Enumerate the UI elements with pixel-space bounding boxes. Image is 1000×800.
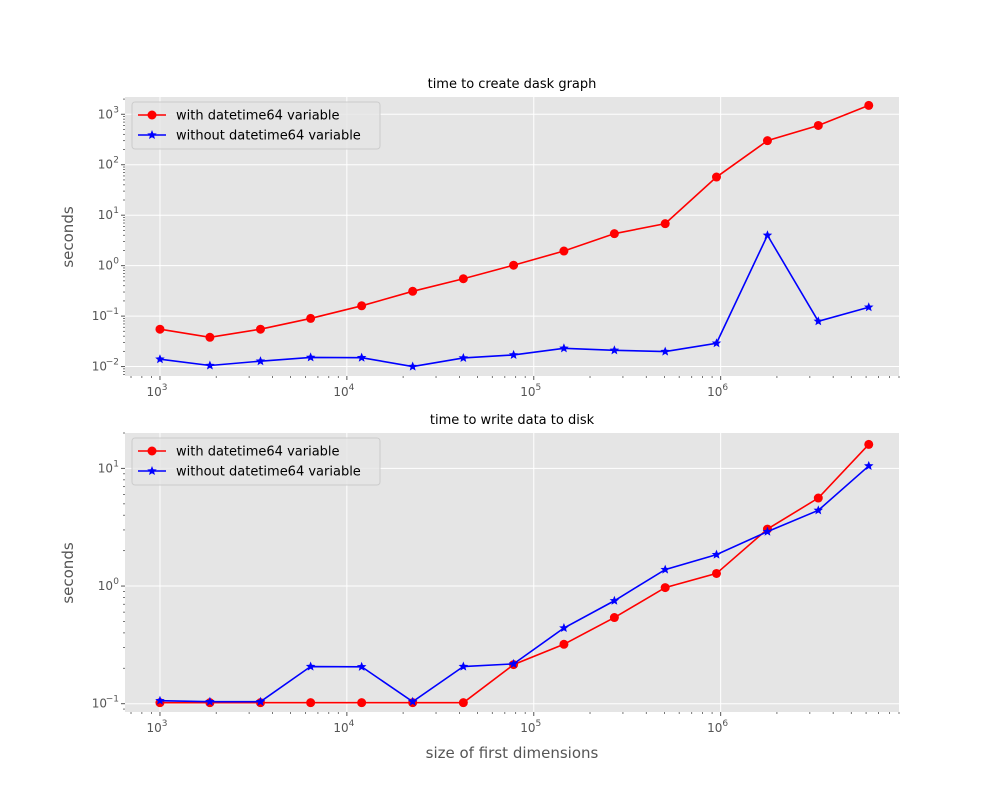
y-tick-label: 101 <box>98 206 119 222</box>
y-tick-label: 101 <box>98 459 119 475</box>
data-point <box>306 313 316 323</box>
panel-write-data-to-disk: time to write data to disk seconds size … <box>59 413 900 762</box>
data-point <box>205 696 215 706</box>
legend-marker <box>147 110 157 120</box>
data-point <box>559 639 569 649</box>
legend: with datetime64 variable without datetime… <box>131 437 381 486</box>
chart-title: time to create dask graph <box>428 77 597 92</box>
x-tick-label: 104 <box>333 719 354 735</box>
x-tick-label: 106 <box>707 719 728 735</box>
data-point <box>155 354 165 364</box>
data-point <box>864 302 874 312</box>
x-tick-label: 105 <box>520 719 541 735</box>
data-point <box>255 696 266 706</box>
panel-create-dask-graph: time to create dask graph seconds 103 104… <box>59 77 900 399</box>
data-point <box>660 219 670 229</box>
data-point <box>305 352 316 362</box>
data-point <box>813 120 823 130</box>
x-tick-label: 104 <box>333 383 354 399</box>
data-point <box>711 568 721 578</box>
chart-title: time to write data to disk <box>430 413 595 428</box>
y-tick-label: 10−1 <box>92 695 119 711</box>
data-point <box>408 286 418 296</box>
data-point <box>155 695 165 705</box>
data-point <box>155 324 165 334</box>
data-point <box>711 172 721 182</box>
data-point <box>509 260 519 270</box>
data-point <box>864 460 874 470</box>
data-point <box>458 661 469 671</box>
data-point <box>609 595 620 605</box>
data-point <box>609 229 619 239</box>
legend-label: without datetime64 variable <box>176 465 361 480</box>
y-tick-label: 10−2 <box>92 358 119 374</box>
x-tick-label: 106 <box>707 383 728 399</box>
data-point <box>205 360 215 370</box>
x-axis-label: size of first dimensions <box>426 744 599 762</box>
data-point <box>559 623 569 633</box>
data-point <box>306 698 316 708</box>
data-point <box>864 100 874 110</box>
data-point <box>356 661 367 671</box>
data-point <box>813 316 824 326</box>
data-point <box>305 661 316 671</box>
data-point <box>711 338 722 348</box>
data-point <box>711 549 722 559</box>
legend-marker <box>147 130 157 140</box>
data-point <box>609 345 620 355</box>
legend-label: with datetime64 variable <box>176 445 340 460</box>
data-point <box>813 505 824 515</box>
data-point <box>255 356 266 366</box>
y-tick-label: 103 <box>98 105 119 121</box>
data-point <box>357 698 367 708</box>
x-tick-label: 105 <box>520 383 541 399</box>
y-tick-label: 102 <box>98 156 119 172</box>
legend-marker <box>147 466 157 476</box>
data-point <box>762 230 773 240</box>
y-tick-label: 100 <box>98 577 120 593</box>
data-point <box>660 564 670 574</box>
data-point <box>508 349 519 359</box>
y-axis-label: seconds <box>59 206 77 267</box>
data-point <box>407 361 418 371</box>
data-point <box>508 658 519 668</box>
data-point <box>407 696 418 706</box>
data-point <box>559 246 569 256</box>
data-point <box>660 583 670 593</box>
legend-box <box>131 101 381 150</box>
x-tick-label: 103 <box>146 383 167 399</box>
legend-label: without datetime64 variable <box>176 129 361 144</box>
data-point <box>458 352 469 363</box>
legend-marker <box>147 446 157 456</box>
data-point <box>356 352 367 362</box>
y-tick-label: 100 <box>98 257 120 273</box>
data-point <box>357 301 367 311</box>
legend: with datetime64 variable without datetime… <box>131 101 381 150</box>
legend-box <box>131 437 381 486</box>
x-tick-label: 103 <box>146 719 167 735</box>
data-point <box>660 346 670 356</box>
data-point <box>458 274 468 284</box>
data-point <box>813 493 823 503</box>
data-point <box>762 136 772 146</box>
y-tick-label: 10−1 <box>92 307 119 323</box>
data-point <box>458 698 468 708</box>
data-point <box>205 332 215 342</box>
data-point <box>762 526 773 536</box>
legend-label: with datetime64 variable <box>176 109 340 124</box>
data-point <box>609 613 619 623</box>
data-point <box>255 324 265 334</box>
data-point <box>864 439 874 449</box>
y-axis-label: seconds <box>59 542 77 603</box>
data-point <box>559 343 569 353</box>
